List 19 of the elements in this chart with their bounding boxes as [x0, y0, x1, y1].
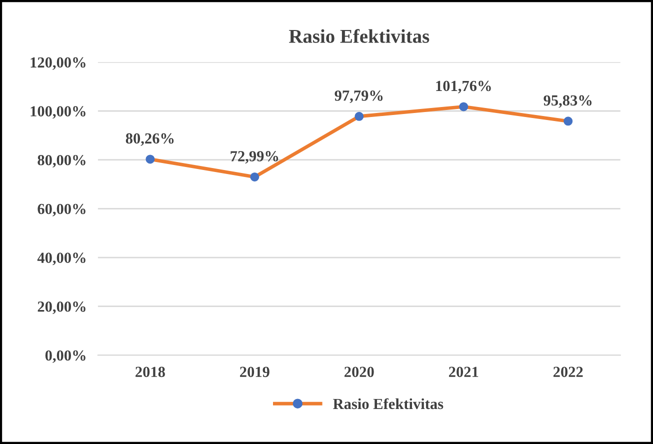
x-tick-label: 2021 [448, 366, 478, 378]
y-tick-label: 20,00% [38, 302, 86, 314]
y-tick-label: 40,00% [37, 252, 86, 266]
x-tick-label: 2019 [240, 366, 270, 378]
y-tick-label: 100,00% [30, 106, 86, 119]
data-label: 95,83% [544, 95, 592, 108]
data-label: 72,99% [230, 151, 278, 164]
data-label: 101,76% [436, 80, 491, 94]
y-tick-label: 80,00% [38, 154, 86, 168]
legend-label: Rasio Efektivitas [333, 398, 444, 410]
data-label: 97,79% [334, 90, 383, 104]
y-tick-label: 120,00% [30, 57, 86, 70]
x-tick-label: 2022 [553, 366, 583, 378]
data-label: 80,26% [126, 133, 174, 146]
x-tick-label: 2018 [136, 366, 165, 378]
y-tick-label: 0,00% [45, 350, 86, 363]
x-tick-label: 2020 [344, 366, 374, 378]
y-tick-label: 60,00% [38, 204, 86, 216]
chart-title: Rasio Efektivitas [288, 29, 430, 43]
